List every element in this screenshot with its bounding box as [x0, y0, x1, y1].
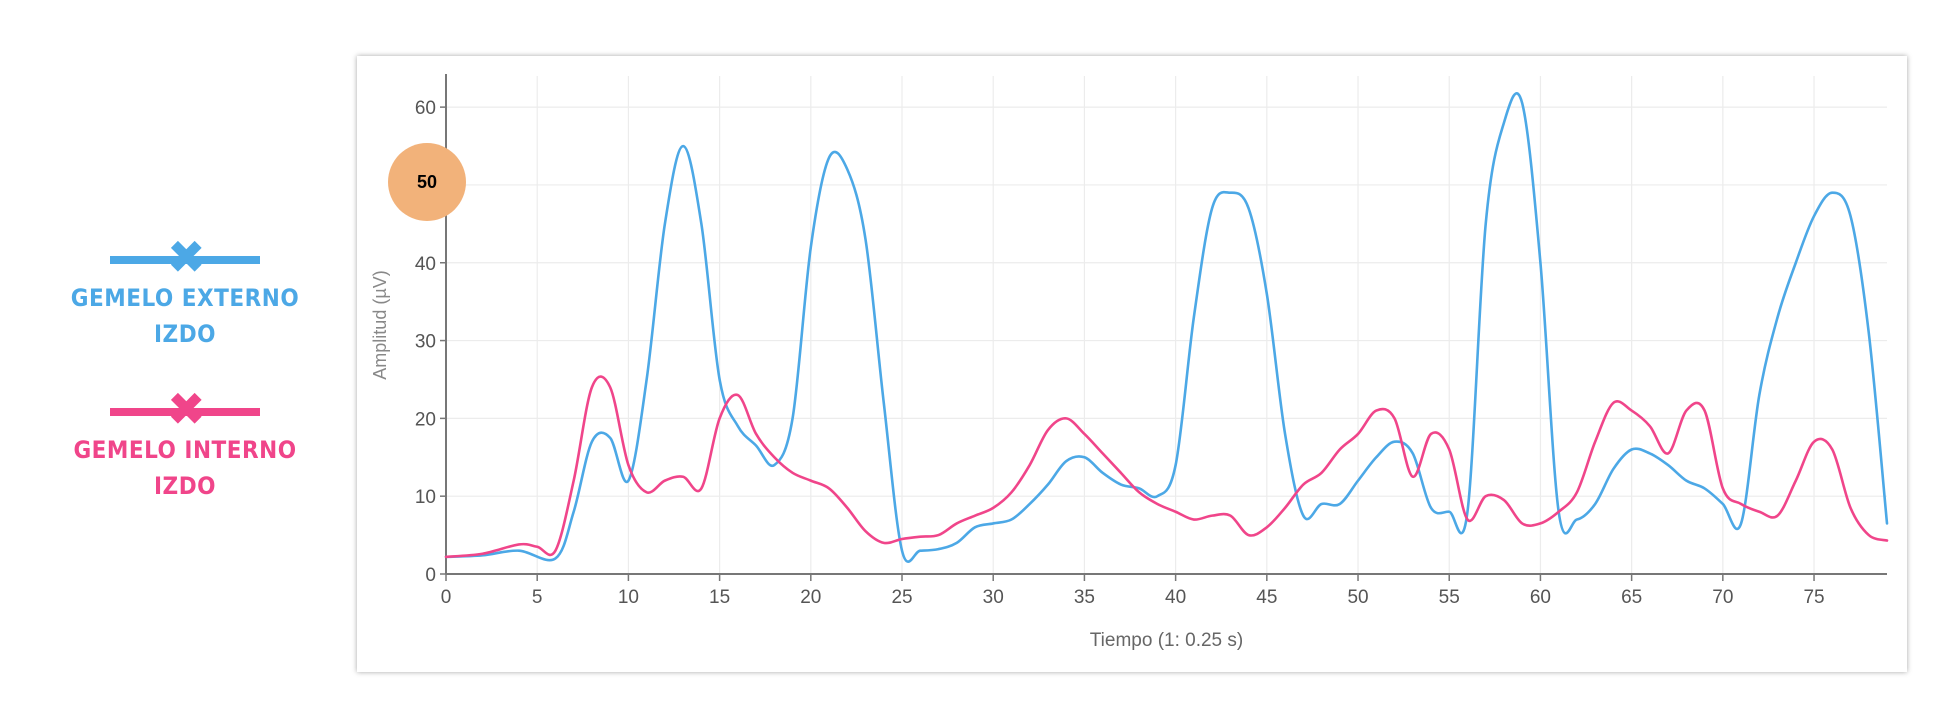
- legend-line: [110, 256, 260, 264]
- y-tick-label: 0: [425, 565, 436, 586]
- legend-item[interactable]: ✖ GEMELO EXTERNO IZDO: [70, 234, 300, 352]
- legend-label-line1: GEMELO EXTERNO: [70, 284, 300, 312]
- legend: ✖ GEMELO EXTERNO IZDO ✖ GEMELO INTERNO IZDO: [70, 234, 300, 544]
- x-tick-label: 45: [1256, 587, 1277, 608]
- x-tick-label: 70: [1712, 587, 1733, 608]
- x-tick-label: 20: [800, 587, 821, 608]
- legend-marker: ✖: [70, 234, 300, 280]
- series-line-1[interactable]: [444, 92, 1889, 563]
- grid: [445, 76, 1887, 575]
- x-tick-label: 75: [1803, 587, 1824, 608]
- value-badge[interactable]: 50: [388, 143, 466, 221]
- x-tick-label: 0: [441, 587, 452, 608]
- cross-marker-icon: ✖: [167, 230, 206, 284]
- legend-label-line1: GEMELO INTERNO: [73, 436, 297, 464]
- x-axis-label: Tiempo (1: 0.25 s): [1090, 630, 1243, 651]
- x-tick-label: 50: [1347, 587, 1368, 608]
- legend-label-line2: IZDO: [154, 320, 216, 348]
- x-tick-label: 10: [618, 587, 639, 608]
- axes: 0 5 10 15 20 25 30 35 40 45 50 55 60 65 70 75 0 10 20 30 40 5…: [415, 74, 1887, 608]
- x-tick-label: 60: [1530, 587, 1551, 608]
- y-tick-label: 20: [415, 409, 436, 430]
- x-tick-label: 25: [891, 587, 912, 608]
- y-tick-label: 60: [415, 98, 436, 119]
- y-axis-label: Amplitud (µV): [370, 270, 390, 379]
- y-tick-label: 10: [415, 487, 436, 508]
- x-tick-label: 30: [983, 587, 1004, 608]
- line-chart: 0 5 10 15 20 25 30 35 40 45 50 55 60 65 70 75 0 10 20 30 40 5…: [370, 74, 1889, 651]
- chart-panel: 0 5 10 15 20 25 30 35 40 45 50 55 60 65 70 75 0 10 20 30 40 5…: [357, 56, 1907, 672]
- series-line-2[interactable]: [444, 375, 1889, 559]
- y-tick-label: 40: [415, 254, 436, 275]
- x-tick-label: 5: [532, 587, 543, 608]
- badge-value: 50: [416, 171, 438, 192]
- x-tick-label: 35: [1074, 587, 1095, 608]
- x-tick-label: 40: [1165, 587, 1186, 608]
- series-layer: [444, 92, 1889, 563]
- legend-item[interactable]: ✖ GEMELO INTERNO IZDO: [70, 386, 300, 504]
- x-tick-label: 55: [1439, 587, 1460, 608]
- cross-marker-icon: ✖: [167, 382, 206, 436]
- y-tick-label: 30: [415, 332, 436, 353]
- x-tick-label: 65: [1621, 587, 1642, 608]
- legend-label-line2: IZDO: [154, 472, 216, 500]
- x-tick-label: 15: [709, 587, 730, 608]
- legend-line: [110, 408, 260, 416]
- legend-marker: ✖: [70, 386, 300, 432]
